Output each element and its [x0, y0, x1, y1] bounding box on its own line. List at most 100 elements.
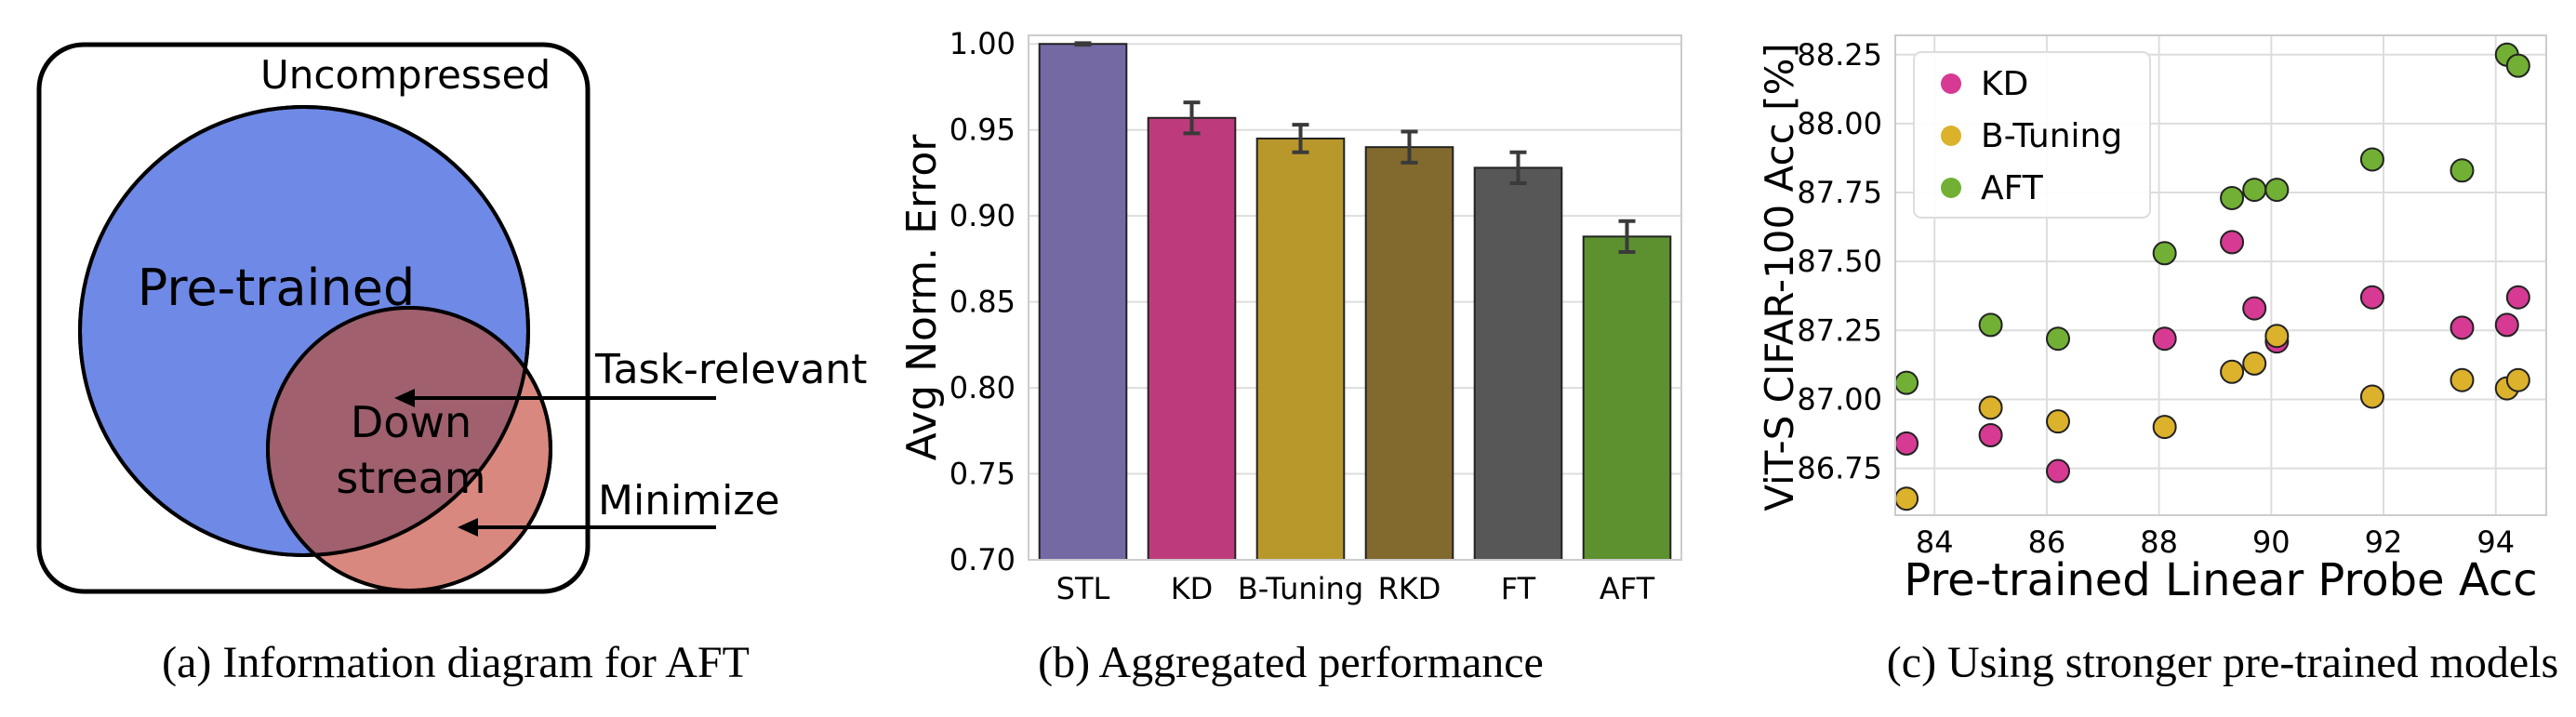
- bar-chart-frame: [1028, 34, 1682, 561]
- bar-chart-y-axis-label: Avg Norm. Error: [898, 134, 946, 461]
- y-tick-label: 87.50: [1797, 244, 1882, 279]
- task-relevant-arrowhead: [394, 389, 415, 407]
- caption-b: (b) Aggregated performance: [1038, 638, 1544, 687]
- x-tick-label: FT: [1501, 571, 1536, 606]
- scatter-x-axis-label: Pre-trained Linear Probe Acc: [1904, 554, 2537, 606]
- bar-b-tuning: [1255, 137, 1346, 562]
- caption-a: (a) Information diagram for AFT: [162, 638, 750, 687]
- y-tick-label: 0.95: [949, 113, 1016, 148]
- scatter-point-aft: [2264, 178, 2290, 203]
- legend-marker-kd: [1941, 73, 1961, 94]
- scatter-point-b-tuning: [1978, 395, 2003, 420]
- scatter-point-aft: [2359, 147, 2384, 172]
- scatter-point-kd: [2046, 458, 2070, 484]
- scatter-point-aft: [1978, 312, 2003, 338]
- scatter-point-b-tuning: [2220, 359, 2245, 384]
- y-tick-label: 87.75: [1797, 175, 1882, 210]
- panel-a-information-diagram: Uncompressed Pre-trained Down stream Tas…: [36, 42, 867, 594]
- scatter-point-kd: [1894, 431, 1919, 456]
- scatter-points: [1894, 42, 2530, 511]
- y-tick-label: 0.75: [949, 457, 1016, 492]
- uncompressed-label: Uncompressed: [260, 52, 551, 98]
- minimize-label: Minimize: [598, 477, 780, 524]
- bar-kd: [1147, 116, 1237, 562]
- scatter-point-kd: [2494, 312, 2519, 338]
- bar-rkd: [1364, 146, 1454, 561]
- y-tick-label: 88.00: [1797, 106, 1882, 141]
- x-tick-label: 88: [2140, 524, 2178, 560]
- legend-label-kd: KD: [1981, 65, 2028, 103]
- scatter-point-kd: [2359, 285, 2384, 310]
- bar-chart-x-ticks: STL KD B-Tuning RKD FT AFT: [1056, 571, 1655, 606]
- scatter-point-b-tuning: [2505, 367, 2530, 392]
- bar-chart-y-ticks: 0.70 0.75 0.80 0.85 0.90 0.95 1.00: [949, 26, 1016, 578]
- panel-c-scatter-plot: 86.75 87.00 87.25 87.50 87.75 88.00 88.25 84 86…: [1757, 34, 2547, 606]
- x-tick-label: 86: [2028, 524, 2066, 560]
- scatter-y-ticks: 86.75 87.00 87.25 87.50 87.75 88.00 88.25: [1797, 37, 1882, 486]
- scatter-point-kd: [2450, 315, 2475, 340]
- x-tick-label: AFT: [1600, 571, 1655, 606]
- scatter-point-kd: [2242, 296, 2267, 321]
- scatter-point-b-tuning: [2264, 324, 2290, 349]
- legend-label-aft: AFT: [1981, 169, 2044, 207]
- bar-chart-error-bars: [1074, 41, 1636, 254]
- scatter-y-axis-label: ViT-S CIFAR-100 Acc [%]: [1757, 43, 1802, 511]
- scatter-point-b-tuning: [2242, 351, 2267, 376]
- x-tick-label: B-Tuning: [1238, 571, 1363, 606]
- x-tick-label: STL: [1056, 571, 1110, 606]
- scatter-point-aft: [2505, 53, 2530, 78]
- y-tick-label: 87.00: [1797, 381, 1882, 417]
- scatter-point-aft: [1894, 370, 1919, 395]
- caption-c: (c) Using stronger pre-trained models: [1887, 638, 2558, 687]
- scatter-point-b-tuning: [1894, 486, 1919, 511]
- legend-marker-b-tuning: [1941, 126, 1961, 146]
- scatter-point-kd: [2220, 230, 2245, 255]
- y-tick-label: 87.25: [1797, 312, 1882, 348]
- pretrained-label: Pre-trained: [138, 259, 416, 317]
- scatter-point-aft: [2152, 241, 2177, 266]
- downstream-circle-outline: [266, 306, 552, 592]
- scatter-legend: KD B-Tuning AFT: [1913, 51, 2151, 219]
- legend-label-b-tuning: B-Tuning: [1981, 117, 2122, 155]
- bar-chart-bars: [1038, 43, 1672, 562]
- x-tick-label: 94: [2476, 524, 2515, 560]
- scatter-point-b-tuning: [2450, 367, 2475, 392]
- panel-b-bar-chart: 0.70 0.75 0.80 0.85 0.90 0.95 1.00 STL KD B-Tuni…: [898, 26, 1682, 606]
- legend-marker-aft: [1941, 178, 1961, 198]
- scatter-point-kd: [2505, 285, 2530, 310]
- legend-box: [1913, 51, 2151, 219]
- minimize-arrowhead: [458, 518, 478, 537]
- scatter-point-aft: [2242, 178, 2267, 203]
- scatter-point-kd: [1978, 423, 2003, 447]
- y-tick-label: 0.85: [949, 285, 1016, 320]
- y-tick-label: 0.80: [949, 370, 1016, 405]
- y-tick-label: 88.25: [1797, 37, 1882, 73]
- scatter-point-b-tuning: [2152, 415, 2177, 440]
- y-tick-label: 86.75: [1797, 451, 1882, 486]
- scatter-frame: [1894, 34, 2547, 516]
- x-tick-label: 90: [2252, 524, 2291, 560]
- scatter-point-b-tuning: [2359, 384, 2384, 409]
- y-tick-label: 1.00: [949, 26, 1016, 61]
- bar-stl: [1038, 43, 1128, 561]
- pretrained-circle-outline: [78, 105, 530, 557]
- scatter-point-kd: [2152, 326, 2177, 352]
- y-tick-label: 0.70: [949, 542, 1016, 578]
- y-tick-label: 0.90: [949, 198, 1016, 233]
- x-tick-label: 84: [1916, 524, 1954, 560]
- bar-ft: [1473, 166, 1563, 562]
- uncompressed-box: [36, 42, 591, 594]
- scatter-point-aft: [2046, 326, 2070, 352]
- x-tick-label: 92: [2365, 524, 2403, 560]
- x-tick-label: KD: [1171, 571, 1214, 606]
- bar-aft: [1582, 235, 1672, 561]
- scatter-x-ticks: 84 86 88 90 92 94: [1916, 524, 2515, 560]
- scatter-point-aft: [2220, 185, 2245, 210]
- bar-chart-gridlines: [1029, 43, 1681, 561]
- task-relevant-label: Task-relevant: [594, 346, 867, 393]
- scatter-point-aft: [2450, 158, 2475, 183]
- x-tick-label: RKD: [1378, 571, 1441, 606]
- downstream-label-line2: stream: [336, 453, 485, 503]
- scatter-point-b-tuning: [2046, 409, 2070, 434]
